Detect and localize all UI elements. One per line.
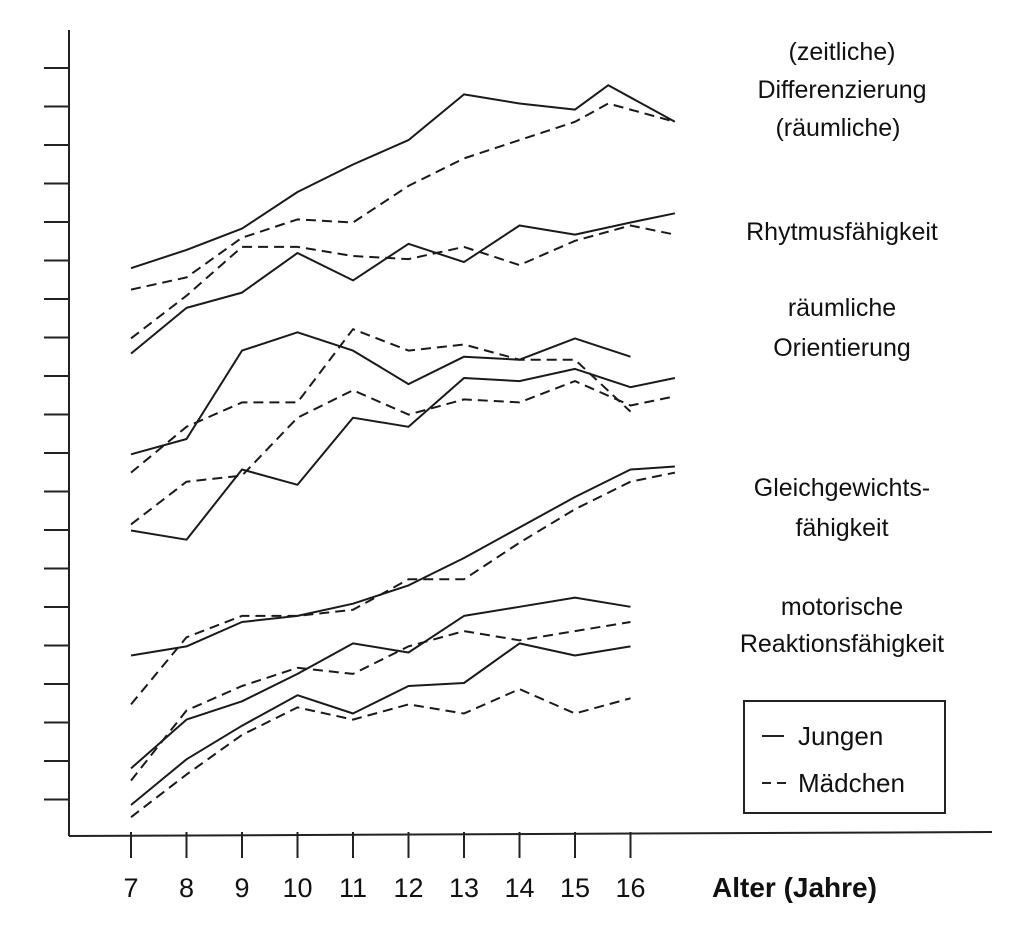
series-line-maedchen — [130, 224, 676, 340]
annotation-orientierung: räumliche Orientierung — [773, 294, 911, 362]
series-lines — [130, 84, 676, 818]
x-axis-line — [68, 831, 993, 837]
annotation-line: motorische — [781, 593, 903, 621]
x-tick-label: 12 — [393, 873, 423, 903]
annotation-line: (räumliche) — [775, 114, 900, 142]
annotation-gleichgewicht: Gleichgewichts- fähigkeit — [754, 474, 930, 542]
x-tick-label: 15 — [560, 873, 590, 903]
x-tick-label: 16 — [615, 873, 645, 903]
axes — [68, 30, 993, 837]
legend: Jungen Mädchen — [743, 700, 946, 814]
legend-label: Mädchen — [798, 768, 905, 798]
series-line-jungen — [130, 84, 676, 270]
x-tick-label: 14 — [504, 873, 534, 903]
series-line-jungen — [130, 596, 631, 770]
annotation-line: Rhytmusfähigkeit — [746, 218, 938, 246]
series-line-maedchen — [130, 621, 631, 782]
annotation-rhythmus: Rhytmusfähigkeit — [746, 218, 938, 246]
x-axis-title: Alter (Jahre) — [712, 872, 877, 903]
legend-box — [743, 700, 946, 814]
x-ticks: 7 8 9 10 11 12 13 14 15 16 — [123, 832, 646, 903]
x-tick-label: 8 — [179, 873, 194, 903]
annotation-line: räumliche — [788, 294, 896, 322]
y-ticks — [44, 67, 69, 801]
series-line-maedchen — [130, 688, 631, 818]
legend-label: Jungen — [798, 721, 883, 751]
series-line-jungen — [130, 212, 676, 355]
x-tick-label: 13 — [449, 873, 479, 903]
x-tick-label: 11 — [339, 873, 367, 903]
x-tick-label: 7 — [123, 873, 138, 903]
series-line-maedchen — [130, 380, 676, 526]
series-line-maedchen — [130, 471, 676, 706]
annotation-differenzierung: (zeitliche) Differenzierung (räumliche) — [757, 38, 926, 142]
series-line-jungen — [130, 465, 675, 657]
annotation-line: Differenzierung — [757, 76, 926, 104]
annotation-line: (zeitliche) — [789, 38, 896, 66]
annotation-line: fähigkeit — [795, 514, 888, 542]
annotation-line: Gleichgewichts- — [754, 474, 930, 502]
annotation-line: Orientierung — [773, 334, 911, 362]
series-line-jungen — [130, 331, 631, 456]
series-line-maedchen — [130, 102, 676, 291]
annotation-reaktion: motorische Reaktionsfähigkeit — [740, 593, 944, 658]
annotation-line: Reaktionsfähigkeit — [740, 630, 944, 658]
x-tick-label: 9 — [234, 873, 249, 903]
x-tick-label: 10 — [282, 873, 312, 903]
series-line-jungen — [130, 642, 631, 806]
series-line-maedchen — [130, 328, 632, 474]
series-line-jungen — [130, 367, 676, 541]
